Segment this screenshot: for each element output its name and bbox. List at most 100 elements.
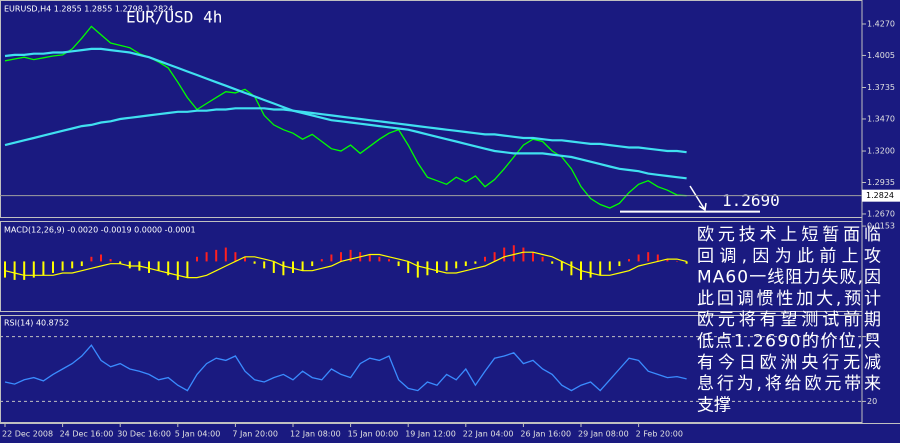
macd-bar (128, 261, 131, 269)
macd-bar (397, 261, 400, 267)
x-tick-label: 12 Jan 08:00 (290, 430, 341, 439)
series-line (4, 251, 687, 279)
price-label: 1.2824 (866, 191, 894, 200)
macd-bar (263, 261, 266, 269)
x-tick-label: 22 Jan 04:00 (463, 430, 514, 439)
macd-bar (90, 256, 93, 262)
macd-bar (474, 261, 477, 264)
macd-bar (253, 261, 256, 264)
macd-bar (224, 247, 227, 262)
macd-bar (464, 261, 467, 267)
macd-bar (503, 247, 506, 262)
macd-bar (532, 252, 534, 262)
macd-bar (589, 261, 592, 278)
macd-bar (61, 261, 64, 271)
macd-bar (676, 261, 678, 262)
macd-bar (685, 261, 688, 264)
macd-bar (608, 261, 611, 271)
y-tick-label: 1.3735 (867, 83, 895, 92)
series-line (4, 107, 687, 154)
macd-bar (445, 261, 448, 271)
x-tick-label: 5 Jan 04:00 (175, 430, 221, 439)
macd-bar (167, 261, 170, 276)
macd-bar (493, 252, 496, 262)
arrow (689, 185, 707, 212)
macd-bar (196, 256, 198, 262)
macd-bar (522, 247, 525, 262)
macd-bar (628, 259, 630, 262)
y-tick-label: 80 (867, 332, 877, 341)
annotation-text: 此回调惯性加大,预计 (697, 289, 881, 309)
y-tick-label: 1.4270 (867, 19, 895, 28)
x-tick-label: 2 Feb 20:00 (636, 430, 683, 439)
macd-bar (272, 261, 275, 273)
macd-bar (551, 261, 554, 264)
rsi-label: RSI(14) 40.8752 (4, 319, 69, 328)
macd-bar (157, 261, 160, 271)
macd-bar (656, 254, 659, 262)
annotation-text: 欧元技术上短暂面临 (697, 225, 881, 245)
macd-bar (186, 261, 189, 278)
macd-bar (599, 261, 602, 276)
macd-bar (52, 261, 54, 273)
macd-bar (215, 249, 218, 262)
annotation-text: 低点1.2690的价位,只 (697, 332, 881, 352)
macd-bar (100, 254, 102, 262)
macd-bar (32, 261, 35, 278)
macd-bar (455, 261, 458, 269)
macd-bar (4, 261, 6, 278)
macd-bar (436, 261, 438, 273)
y-tick-label: 1.3200 (867, 147, 895, 156)
macd-bar (484, 256, 486, 262)
series-line (4, 47, 687, 180)
macd-bar (407, 261, 410, 273)
x-tick-label: 30 Dec 16:00 (117, 430, 171, 439)
macd-bar (340, 252, 342, 262)
x-tick-label: 26 Jan 16:00 (520, 430, 571, 439)
macd-bar (368, 254, 371, 262)
macd-bar (71, 261, 74, 269)
macd-bar (637, 254, 640, 262)
macd-bar (349, 249, 352, 262)
y-tick-label: 1.2935 (867, 178, 895, 187)
macd-bar (666, 259, 669, 262)
macd-bar (541, 256, 544, 262)
macd-bar (378, 256, 381, 262)
x-tick-label: 29 Jan 08:00 (578, 430, 629, 439)
y-tick-label: 1.3470 (867, 114, 895, 123)
macd-bar (109, 259, 112, 262)
macd-bar (42, 261, 45, 276)
annotation-text: 欧元将有望测试前期 (697, 310, 881, 330)
y-tick-label: 1.4005 (867, 51, 895, 60)
macd-bar (234, 252, 237, 262)
macd-bar (320, 259, 323, 262)
x-tick-label: 22 Dec 2008 (2, 430, 53, 439)
macd-bar (13, 261, 16, 280)
macd-bar (205, 252, 208, 262)
macd-label: MACD(12,26,9) -0.0020 -0.0019 0.0000 -0.… (4, 226, 196, 235)
macd-bar (244, 256, 246, 262)
macd-bar (311, 261, 314, 267)
annotation-text: 支撑 (697, 395, 731, 415)
macd-bar (512, 245, 515, 262)
y-tick-label: 20 (867, 397, 877, 406)
macd-bar (560, 261, 563, 271)
macd-bar (148, 261, 150, 273)
annotation-text: MA60一线阻力失败,因 (697, 268, 881, 288)
annotation-text: 有今日欧洲央行无减 (697, 353, 881, 373)
annotation-text: 回调,因为此前上攻 (697, 246, 881, 266)
series-line (4, 25, 687, 209)
macd-bar (176, 261, 179, 280)
macd-bar (416, 261, 419, 278)
price-header: EURUSD,H4 1.2855 1.2855 1.2798 1.2824 (4, 5, 173, 14)
macd-bar (80, 261, 83, 267)
macd-bar (119, 261, 122, 264)
price-box (862, 189, 900, 202)
x-tick-label: 15 Jan 00:00 (348, 430, 399, 439)
y-tick-label: 0.0153 (867, 222, 895, 231)
series-line (4, 344, 687, 392)
x-tick-label: 7 Jan 20:00 (232, 430, 278, 439)
x-tick-label: 19 Jan 12:00 (405, 430, 456, 439)
chart-title: EUR/USD 4h (126, 8, 222, 27)
